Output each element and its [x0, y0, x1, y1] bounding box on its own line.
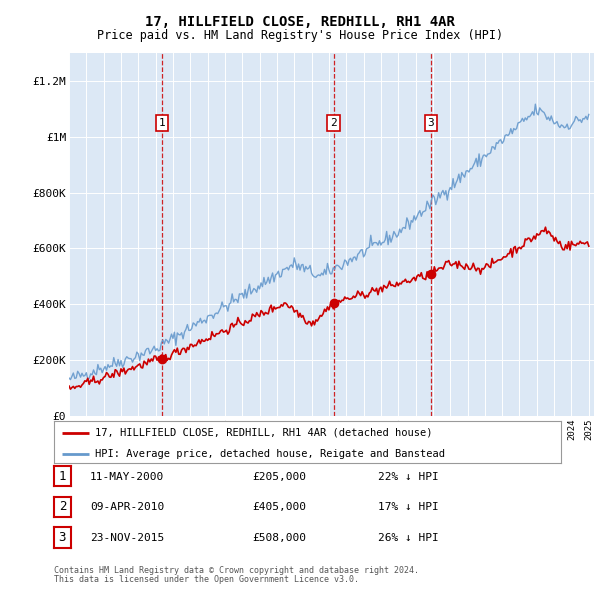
- Text: £405,000: £405,000: [252, 503, 306, 512]
- Text: 26% ↓ HPI: 26% ↓ HPI: [378, 533, 439, 543]
- Text: 2: 2: [59, 500, 66, 513]
- Text: £508,000: £508,000: [252, 533, 306, 543]
- Text: Price paid vs. HM Land Registry's House Price Index (HPI): Price paid vs. HM Land Registry's House …: [97, 30, 503, 42]
- Text: 17, HILLFIELD CLOSE, REDHILL, RH1 4AR: 17, HILLFIELD CLOSE, REDHILL, RH1 4AR: [145, 15, 455, 29]
- Text: 3: 3: [428, 118, 434, 128]
- Text: Contains HM Land Registry data © Crown copyright and database right 2024.: Contains HM Land Registry data © Crown c…: [54, 566, 419, 575]
- Text: 09-APR-2010: 09-APR-2010: [90, 503, 164, 512]
- Text: 23-NOV-2015: 23-NOV-2015: [90, 533, 164, 543]
- Text: 3: 3: [59, 531, 66, 544]
- Text: HPI: Average price, detached house, Reigate and Banstead: HPI: Average price, detached house, Reig…: [95, 449, 445, 459]
- Text: 11-MAY-2000: 11-MAY-2000: [90, 472, 164, 481]
- Text: 2: 2: [330, 118, 337, 128]
- Text: 17% ↓ HPI: 17% ↓ HPI: [378, 503, 439, 512]
- Text: 22% ↓ HPI: 22% ↓ HPI: [378, 472, 439, 481]
- Text: This data is licensed under the Open Government Licence v3.0.: This data is licensed under the Open Gov…: [54, 575, 359, 584]
- Text: £205,000: £205,000: [252, 472, 306, 481]
- Text: 17, HILLFIELD CLOSE, REDHILL, RH1 4AR (detached house): 17, HILLFIELD CLOSE, REDHILL, RH1 4AR (d…: [95, 428, 432, 438]
- Text: 1: 1: [158, 118, 165, 128]
- Text: 1: 1: [59, 470, 66, 483]
